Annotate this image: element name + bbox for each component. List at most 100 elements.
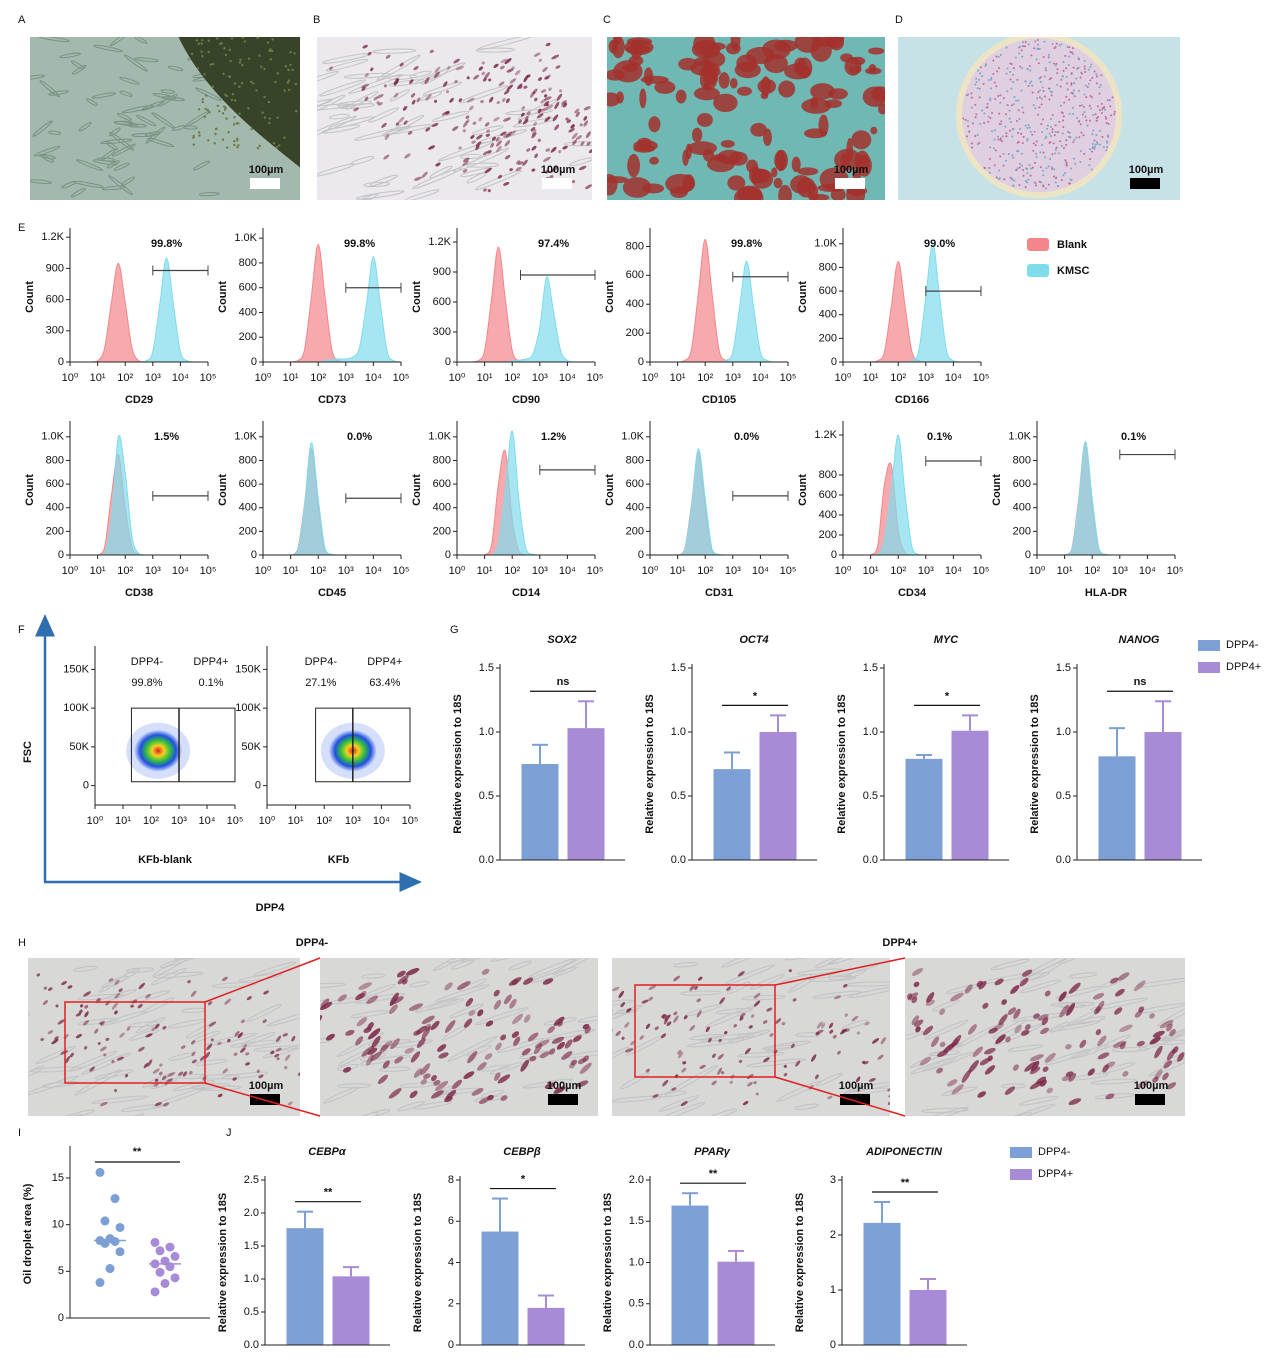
speckle [196, 67, 200, 70]
speckle [1015, 99, 1018, 102]
stained-cell [545, 42, 551, 47]
chart-title: CD14 [512, 587, 541, 599]
stained-cell [217, 1093, 223, 1098]
speckle [1083, 59, 1086, 62]
stained-cell [984, 1065, 996, 1075]
stained-cell [505, 98, 510, 104]
gate [130, 707, 236, 783]
fiber [916, 1106, 969, 1116]
fiber [336, 100, 372, 107]
y-tick-label: 15 [52, 1172, 64, 1184]
speckle [1097, 116, 1100, 119]
nodule [607, 92, 621, 107]
stained-cell [385, 54, 391, 59]
fiber [749, 974, 785, 990]
speckle [1068, 182, 1071, 185]
stained-cell [571, 180, 576, 184]
speckle [978, 141, 981, 144]
stained-cell [145, 1033, 153, 1038]
histogram-area [262, 256, 402, 363]
speckle [201, 100, 204, 104]
stained-cell [1046, 1087, 1053, 1094]
fiber [81, 1052, 132, 1075]
fiber [317, 70, 340, 88]
stained-cell [548, 1048, 556, 1055]
speckle [1026, 126, 1029, 129]
nodule [713, 93, 738, 113]
cell [134, 37, 148, 44]
stained-cell [936, 1050, 949, 1057]
speckle [1036, 47, 1039, 50]
stained-cell [521, 106, 526, 111]
x-tick-label: 10⁴ [172, 565, 189, 577]
cell [120, 176, 136, 186]
stained-cell [47, 1030, 54, 1035]
fiber [78, 1118, 104, 1127]
stained-cell [481, 968, 490, 975]
y-tick-label: 1.0 [244, 1273, 259, 1285]
fiber [577, 1014, 598, 1023]
panel-label: B [313, 14, 320, 26]
speckle [1067, 135, 1070, 138]
speckle [1065, 75, 1068, 78]
speckle [1095, 75, 1098, 78]
stained-cell [484, 122, 490, 127]
stained-cell [1007, 1007, 1017, 1015]
point [155, 1267, 165, 1277]
speckle [988, 166, 991, 169]
speckle [1098, 92, 1101, 95]
speckle [1040, 97, 1043, 100]
stained-cell [190, 1040, 196, 1045]
nodule [707, 155, 735, 173]
fiber [780, 918, 826, 941]
speckle [200, 50, 203, 54]
speckle [1079, 76, 1082, 79]
zoom-line [204, 957, 321, 1003]
fiber [910, 1042, 964, 1068]
stained-cell [1194, 1061, 1208, 1073]
x-tick-label: 10⁵ [200, 565, 217, 577]
speckle [968, 130, 971, 133]
stained-cell [258, 1074, 264, 1079]
speckle [983, 112, 986, 115]
fiber [797, 968, 844, 975]
speckle [1070, 91, 1073, 94]
stained-cell [574, 108, 580, 114]
y-tick-label: 200 [819, 332, 837, 344]
stained-cell [187, 979, 191, 984]
quadrant-name: DPP4+ [193, 656, 228, 668]
speckle [1054, 64, 1057, 67]
cell [108, 175, 133, 196]
speckle [1051, 166, 1054, 169]
speckle [1110, 114, 1113, 117]
stained-cell [180, 1045, 186, 1049]
speckle [1048, 132, 1051, 135]
speckle [1104, 108, 1107, 111]
speckle [231, 92, 235, 96]
speckle [1047, 165, 1050, 168]
speckle [1095, 133, 1098, 136]
speckle [275, 146, 278, 149]
speckle [1046, 127, 1049, 130]
zoom-line [204, 1082, 321, 1117]
speckle [1001, 135, 1004, 138]
stained-cell [420, 1063, 431, 1076]
fiber [846, 1081, 890, 1093]
y-axis-label: Count [991, 474, 1003, 506]
stained-cell [851, 1015, 859, 1022]
speckle [222, 72, 225, 76]
speckle [1054, 148, 1057, 151]
fiber [932, 999, 960, 1012]
x-tick-label: 10⁰ [449, 565, 466, 577]
y-tick-label: 800 [819, 469, 837, 481]
stained-cell [60, 1050, 69, 1055]
stained-cell [542, 66, 548, 73]
stained-cell [159, 1063, 163, 1067]
nodule [682, 174, 695, 192]
speckle [1026, 172, 1029, 175]
stained-cell [887, 1101, 890, 1105]
fiber [195, 1058, 228, 1066]
stained-cell [96, 998, 101, 1002]
nodule [810, 193, 830, 200]
speckle [1065, 162, 1068, 165]
